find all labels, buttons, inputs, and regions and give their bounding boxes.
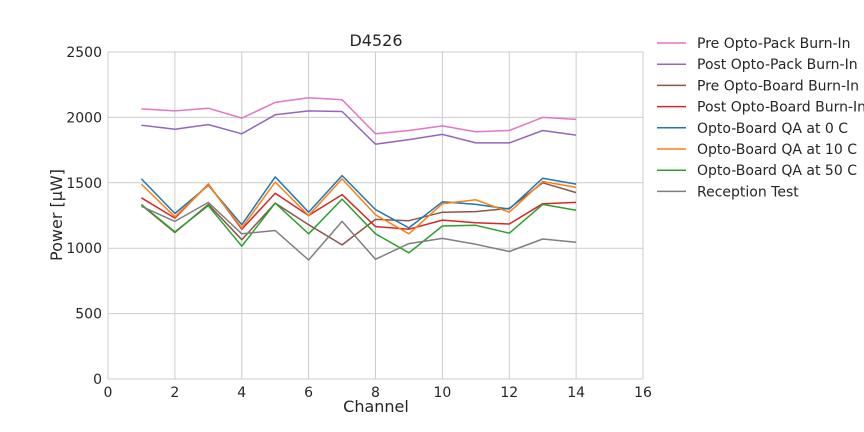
y-tick-label: 0 bbox=[93, 372, 102, 388]
y-tick-label: 500 bbox=[75, 307, 102, 323]
series-line-8 bbox=[141, 201, 577, 261]
legend-label: Post Opto-Pack Burn-In bbox=[697, 57, 858, 73]
axis-ticks: 0 2 4 6 8 10 12 14 16 0 500 1000 1500 2000 2500 bbox=[66, 45, 652, 401]
series-line-2 bbox=[141, 110, 577, 145]
legend: Pre Opto-Pack Burn-In Post Opto-Pack Burn… bbox=[657, 36, 864, 200]
x-tick-label: 16 bbox=[634, 385, 652, 401]
series-line-5 bbox=[140, 174, 577, 229]
x-tick-label: 12 bbox=[500, 385, 518, 401]
legend-label: Opto-Board QA at 0 C bbox=[697, 121, 848, 137]
y-tick-label: 2500 bbox=[66, 45, 102, 61]
x-tick-label: 8 bbox=[371, 385, 380, 401]
series-line-7 bbox=[140, 198, 577, 254]
legend-label: Reception Test bbox=[697, 184, 799, 200]
legend-label: Pre Opto-Pack Burn-In bbox=[697, 36, 851, 52]
legend-label: Opto-Board QA at 50 C bbox=[697, 163, 857, 179]
x-tick-label: 14 bbox=[567, 385, 585, 401]
x-tick-label: 4 bbox=[237, 385, 246, 401]
chart-title: D4526 bbox=[349, 31, 402, 50]
y-tick-label: 1000 bbox=[66, 241, 102, 257]
series-lines bbox=[140, 97, 577, 261]
x-tick-label: 6 bbox=[304, 385, 313, 401]
series-line-1 bbox=[141, 97, 577, 135]
y-tick-label: 1500 bbox=[66, 176, 102, 192]
x-tick-label: 2 bbox=[170, 385, 179, 401]
x-axis-label: Channel bbox=[343, 397, 409, 416]
x-tick-label: 0 bbox=[104, 385, 113, 401]
x-tick-label: 10 bbox=[433, 385, 451, 401]
series-line-6 bbox=[140, 178, 577, 235]
y-axis-label: Power [μW] bbox=[47, 169, 66, 261]
legend-label: Pre Opto-Board Burn-In bbox=[697, 78, 859, 94]
legend-label: Post Opto-Board Burn-In bbox=[697, 100, 864, 116]
y-tick-label: 2000 bbox=[66, 110, 102, 126]
legend-label: Opto-Board QA at 10 C bbox=[697, 142, 857, 158]
